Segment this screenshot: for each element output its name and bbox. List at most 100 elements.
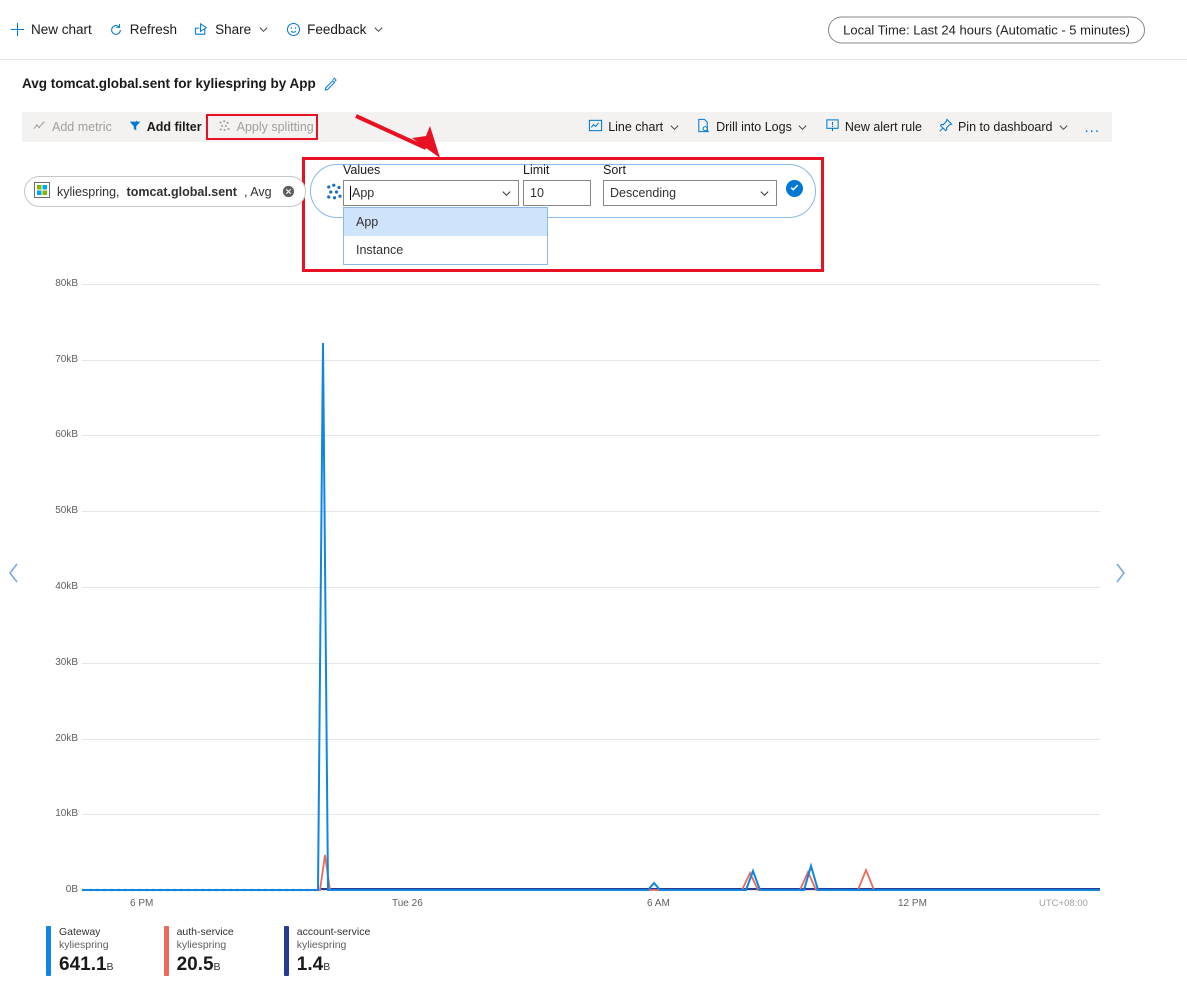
legend-item[interactable]: account-service kyliespring 1.4B [283,926,371,979]
gridline [82,739,1100,740]
x-tick-label: 12 PM [898,898,927,909]
drill-into-logs-label: Drill into Logs [716,120,792,134]
x-tick-label: 6 PM [130,898,154,909]
apply-splitting-confirm-button[interactable] [786,180,803,197]
values-dropdown-list: App Instance [343,207,548,265]
chart-plot-area [82,342,1100,892]
gridline [82,284,1100,285]
gridline [82,511,1100,512]
drill-into-logs-button[interactable]: Drill into Logs [689,115,816,139]
legend-series-value: 20.5B [177,953,234,979]
y-tick-label: 70kB [55,354,78,365]
time-range-picker[interactable]: Local Time: Last 24 hours (Automatic - 5… [828,16,1145,44]
chart-type-button[interactable]: Line chart [581,115,687,139]
legend-item[interactable]: auth-service kyliespring 20.5B [163,926,234,979]
new-chart-label: New chart [31,22,92,37]
values-label: Values [343,163,381,177]
splitting-icon [325,182,345,202]
series-auth-service [82,854,1100,891]
filter-icon [128,119,142,136]
metric-pill-aggregation: , Avg [243,184,272,199]
legend-text: account-service kyliespring 1.4B [297,926,371,979]
metric-pill-scope: kyliespring, [57,184,120,199]
sort-select[interactable]: Descending [603,180,777,206]
chevron-down-icon [797,121,809,133]
sort-label: Sort [603,163,626,177]
x-tick-label: 6 AM [647,898,670,909]
pencil-icon[interactable] [324,77,338,91]
y-tick-label: 0B [65,884,78,895]
limit-field: Limit 10 [523,163,591,206]
gridline [82,587,1100,588]
legend-series-name: account-service [296,926,371,938]
dropdown-option-instance[interactable]: Instance [356,243,404,257]
pin-to-dashboard-label: Pin to dashboard [957,120,1053,134]
legend-item[interactable]: Gateway kyliespring 641.1B [46,926,114,979]
chevron-down-icon[interactable] [501,188,512,199]
chevron-down-icon [1057,121,1069,133]
legend-series-resource: kyliespring [59,939,109,951]
limit-value: 10 [530,186,544,200]
metric-pill-metric: tomcat.global.sent [126,184,237,199]
add-filter-button[interactable]: Add filter [121,116,209,139]
page-title: Avg tomcat.global.sent for kyliespring b… [22,76,338,91]
legend-series-name: auth-service [176,926,234,938]
limit-input[interactable]: 10 [523,180,591,206]
text-caret [350,186,351,200]
metric-toolbar: Add metric Add filter Apply splitting Li… [22,112,1112,142]
gridline [82,663,1100,664]
y-tick-label: 20kB [55,733,78,744]
plus-icon [9,22,25,38]
y-tick-label: 80kB [55,278,78,289]
legend-value-number: 20.5 [176,954,214,975]
overflow-menu-button[interactable]: ... [1084,118,1100,136]
new-alert-rule-button[interactable]: New alert rule [818,115,929,139]
chart-type-label: Line chart [608,120,664,134]
remove-icon[interactable] [282,185,295,198]
y-tick-label: 50kB [55,505,78,516]
y-tick-label: 40kB [55,581,78,592]
metric-pill[interactable]: kyliespring, tomcat.global.sent , Avg [24,176,306,207]
chevron-down-icon [668,121,680,133]
new-chart-button[interactable]: New chart [2,17,99,43]
pin-to-dashboard-button[interactable]: Pin to dashboard [931,115,1077,139]
refresh-icon [108,22,124,38]
legend-series-name: Gateway [59,926,101,938]
chevron-right-icon[interactable] [1112,560,1128,591]
metric-toolbar-right: Line chart Drill into Logs New alert rul… [581,115,1112,139]
apply-splitting-button[interactable]: Apply splitting [211,116,321,139]
metrics-chart: 80kB 70kB 60kB 50kB 40kB 30kB 20kB 10kB … [0,270,1187,920]
new-alert-rule-label: New alert rule [844,120,922,134]
add-metric-button[interactable]: Add metric [26,116,119,139]
values-value: App [352,186,375,200]
command-bar: New chart Refresh Share Feedback [0,0,1187,60]
values-input[interactable]: App [343,180,519,206]
add-metric-label: Add metric [52,120,112,134]
gridline [82,360,1100,361]
dropdown-option-app[interactable]: App [344,208,547,236]
chevron-down-icon[interactable] [759,188,770,199]
y-tick-label: 60kB [55,429,78,440]
legend-text: Gateway kyliespring 641.1B [59,926,114,979]
legend-value-unit: B [323,961,331,973]
smiley-icon [285,22,301,38]
share-icon [193,22,209,38]
feedback-button[interactable]: Feedback [278,17,391,43]
timezone-label: UTC+08:00 [1039,898,1088,909]
legend-series-resource: kyliespring [176,939,227,951]
legend-color-swatch [283,926,289,976]
legend-value-number: 1.4 [296,954,324,975]
share-button[interactable]: Share [186,17,276,43]
refresh-button[interactable]: Refresh [101,17,184,43]
legend-value-unit: B [106,961,114,973]
add-filter-label: Add filter [146,120,202,134]
chevron-down-icon [257,24,269,36]
y-tick-label: 10kB [55,808,78,819]
values-field: Values App [343,163,519,206]
metric-resource-icon [34,182,50,201]
apply-splitting-label: Apply splitting [236,120,314,134]
legend-value-number: 641.1 [59,954,107,975]
chevron-left-icon[interactable] [6,560,22,591]
refresh-label: Refresh [129,22,178,37]
x-tick-label: Tue 26 [392,898,423,909]
